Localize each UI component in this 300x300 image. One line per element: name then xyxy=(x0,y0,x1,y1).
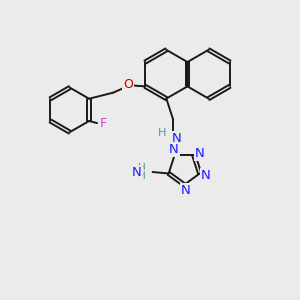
Text: N: N xyxy=(132,166,142,179)
Text: F: F xyxy=(100,118,107,130)
Text: N: N xyxy=(195,147,204,160)
Text: N: N xyxy=(169,143,179,156)
Text: N: N xyxy=(181,184,190,197)
Text: O: O xyxy=(123,78,133,92)
Text: N: N xyxy=(201,169,211,182)
Text: H: H xyxy=(138,171,146,181)
Text: N: N xyxy=(172,132,181,145)
Text: H: H xyxy=(158,128,166,138)
Text: H: H xyxy=(138,164,146,173)
